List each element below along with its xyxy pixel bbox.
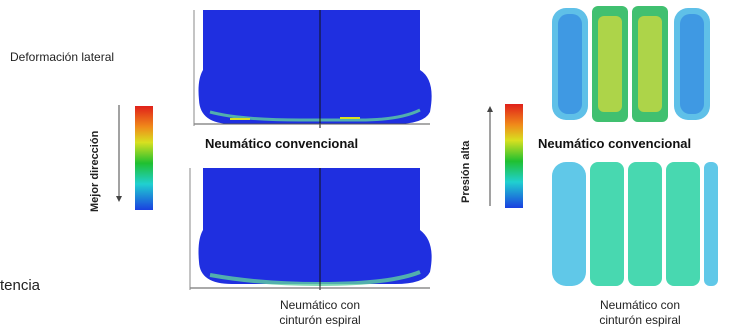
spiral-belt-tire-deformation-plot [189,168,432,290]
up-arrow-head [487,106,493,112]
truncated-text: tencia [0,277,41,294]
down-arrow-head [116,196,122,202]
spiral-tire-caption-right: Neumático con cinturón espiral [599,298,681,327]
spiral-belt-tire-pressure-plot [552,162,718,286]
conventional-tire-deformation-plot [193,10,432,128]
conventional-tire-caption-left: Neumático convencional [205,136,359,151]
high-pressure-label: Presión alta [460,140,472,203]
spiral-tire-caption-left: Neumático con cinturón espiral [279,298,361,327]
lateral-deformation-label: Deformación lateral [10,50,115,64]
conventional-tire-pressure-plot [552,6,710,122]
right-color-scale [505,104,523,208]
conventional-tire-caption-right: Neumático convencional [538,136,692,151]
left-color-scale [135,106,153,210]
